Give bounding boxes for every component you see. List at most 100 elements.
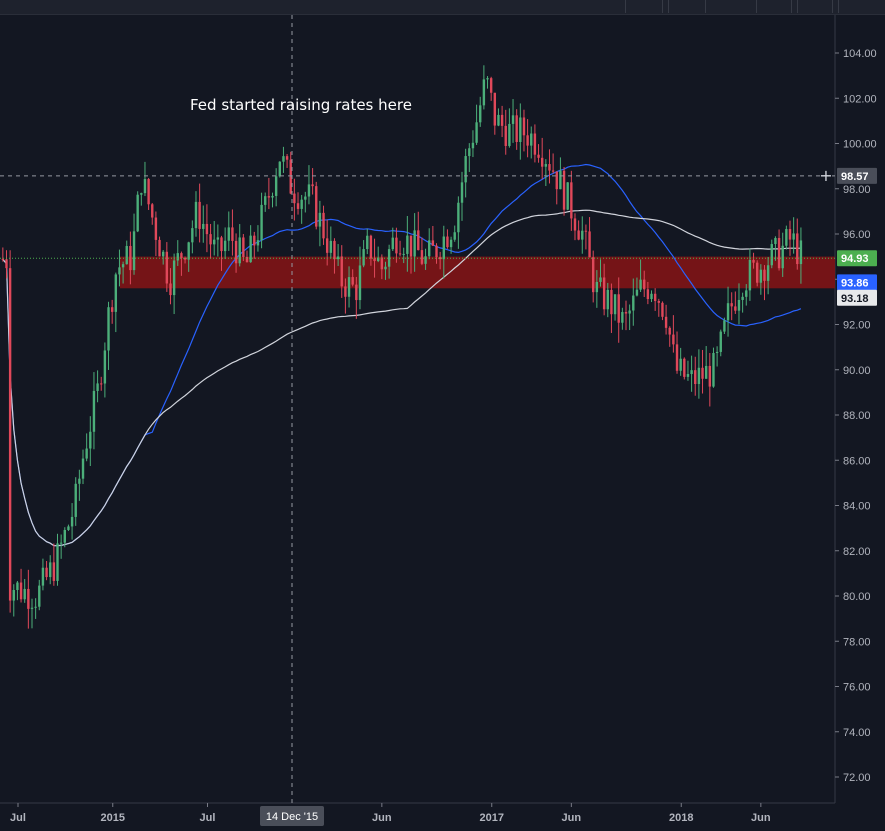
candle-body — [602, 277, 606, 310]
toolbar-button[interactable] — [756, 0, 792, 13]
candle-body — [19, 582, 23, 600]
candle-body — [745, 290, 748, 297]
candle-body — [657, 300, 661, 303]
candle-body — [216, 237, 220, 240]
candle-body — [551, 170, 555, 172]
plot-area — [0, 15, 835, 803]
candle-body — [468, 148, 471, 157]
toolbar-button[interactable] — [668, 0, 706, 13]
candle-body — [253, 235, 256, 246]
candle-body — [770, 244, 773, 266]
candle-body — [63, 529, 66, 543]
candle-body — [635, 289, 639, 296]
candle-body — [242, 237, 245, 257]
y-tick-label: 90.00 — [843, 365, 871, 377]
candle-body — [482, 79, 486, 106]
candle-body — [613, 294, 617, 315]
candle-body — [599, 277, 602, 282]
candle-body — [183, 257, 187, 260]
candle-body — [646, 289, 650, 300]
candle-body — [347, 277, 351, 297]
candle-body — [785, 229, 788, 246]
candle-body — [548, 164, 551, 171]
toolbar-button[interactable] — [797, 0, 833, 13]
y-tick-label: 92.00 — [843, 320, 871, 332]
candle-body — [223, 240, 227, 252]
candle-body — [154, 217, 158, 240]
candle-body — [395, 237, 398, 254]
candle-body — [245, 256, 249, 263]
candle-body — [708, 365, 712, 387]
ma-slow-price-label: 93.18 — [841, 293, 869, 305]
y-tick-label: 98.00 — [843, 184, 871, 196]
candle-body — [632, 295, 635, 311]
resistance-zone — [120, 256, 835, 289]
candle-body — [621, 312, 624, 323]
candle-body — [264, 196, 267, 205]
candle-body — [446, 236, 449, 248]
candle-body — [734, 306, 737, 311]
candle-body — [234, 240, 238, 264]
candle-body — [325, 238, 329, 253]
candle-body — [227, 227, 230, 241]
candle-body — [777, 237, 781, 269]
candle-body — [213, 239, 216, 245]
x-tick-label: Jun — [372, 812, 392, 824]
candle-body — [624, 312, 628, 314]
x-tick-label: Jul — [10, 812, 26, 824]
candle-body — [701, 367, 704, 379]
candle-body — [781, 245, 784, 269]
candle-body — [118, 267, 121, 275]
candle-body — [686, 374, 690, 377]
x-tick-label: 2015 — [101, 812, 125, 824]
candle-body — [792, 233, 795, 240]
candle-body — [67, 526, 70, 530]
y-tick-label: 82.00 — [843, 546, 871, 558]
candle-body — [504, 125, 507, 146]
candle-body — [100, 383, 103, 385]
candle-body — [110, 307, 114, 312]
candle-body — [697, 367, 701, 385]
candle-body — [526, 135, 529, 146]
candle-body — [151, 204, 154, 218]
candle-body — [566, 182, 569, 210]
candle-body — [282, 156, 285, 162]
x-tick-label: Jun — [751, 812, 771, 824]
candle-body — [202, 223, 205, 229]
candle-body — [238, 237, 241, 264]
candle-body — [417, 230, 420, 251]
candle-body — [12, 590, 15, 601]
candle-body — [49, 562, 52, 578]
candle-body — [362, 249, 365, 266]
candle-body — [584, 230, 588, 232]
candle-body — [172, 260, 176, 296]
candle-body — [176, 253, 179, 261]
candle-body — [537, 154, 540, 158]
candle-body — [723, 320, 726, 332]
candle-body — [391, 237, 394, 250]
candle-body — [311, 184, 314, 187]
crosshair-price-label-bg — [837, 167, 877, 184]
chart-annotation: Fed started raising rates here — [190, 96, 412, 114]
toolbar-button[interactable] — [838, 0, 885, 13]
candle-body — [442, 236, 445, 260]
candle-body — [373, 258, 376, 262]
candle-body — [715, 351, 719, 353]
candle-body — [322, 212, 325, 239]
candle-body — [628, 310, 631, 314]
candle-body — [595, 281, 599, 293]
crosshair-price-label: 98.57 — [841, 171, 869, 183]
candle-body — [1, 258, 5, 260]
candle-body — [460, 182, 464, 203]
candle-body — [661, 302, 664, 317]
ma-fast-price-label-bg — [837, 274, 877, 291]
toolbar-button[interactable] — [625, 0, 663, 13]
y-tick-label: 102.00 — [843, 93, 877, 105]
candle-body — [428, 240, 431, 257]
candle-body — [511, 115, 515, 124]
candle-body — [180, 253, 183, 258]
ma-slow-price-label-bg — [837, 289, 877, 306]
x-tick-label: 2018 — [669, 812, 693, 824]
candle-body — [103, 350, 107, 384]
